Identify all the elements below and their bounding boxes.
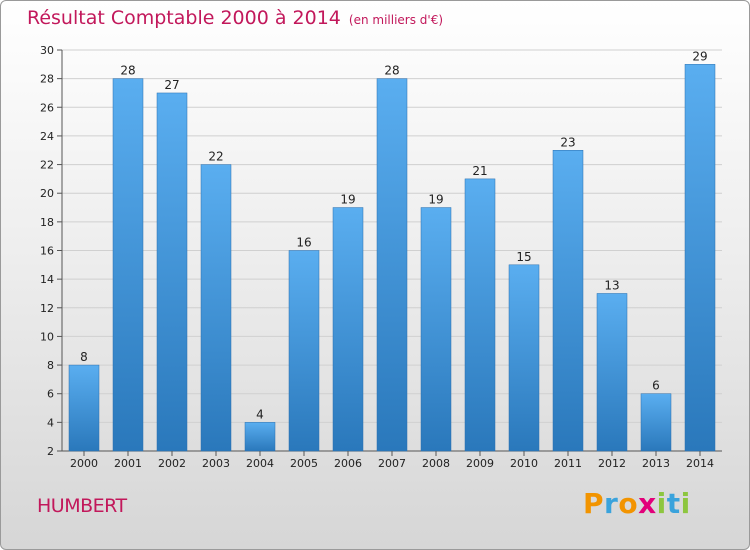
bar bbox=[420, 207, 452, 452]
x-tick-label: 2006 bbox=[334, 457, 362, 470]
bar-value-label: 29 bbox=[692, 49, 707, 63]
logo-letter: o bbox=[618, 487, 639, 520]
bar-value-label: 19 bbox=[428, 193, 443, 207]
bar-value-label: 6 bbox=[652, 379, 660, 393]
bar-value-label: 23 bbox=[560, 135, 575, 149]
chart-title-text: Résultat Comptable 2000 à 2014 bbox=[27, 7, 341, 29]
x-tick-label: 2014 bbox=[686, 457, 714, 470]
bar bbox=[464, 178, 496, 452]
y-tick-label: 2 bbox=[47, 445, 54, 458]
logo-letter: i bbox=[680, 487, 691, 520]
x-tick-label: 2008 bbox=[422, 457, 450, 470]
bar-value-label: 15 bbox=[516, 250, 531, 264]
bar-value-label: 27 bbox=[164, 78, 179, 92]
bar bbox=[596, 293, 628, 452]
chart-title: Résultat Comptable 2000 à 2014 (en millie… bbox=[27, 7, 443, 29]
x-tick-label: 2010 bbox=[510, 457, 538, 470]
bar-value-label: 28 bbox=[384, 64, 399, 78]
y-tick-label: 20 bbox=[40, 187, 54, 200]
bar-value-label: 4 bbox=[256, 407, 264, 421]
y-tick-label: 12 bbox=[40, 302, 54, 315]
y-tick-label: 6 bbox=[47, 388, 54, 401]
commune-name: HUMBERT bbox=[37, 495, 127, 517]
logo-letter: r bbox=[604, 487, 619, 520]
bar-value-label: 8 bbox=[80, 350, 88, 364]
logo-letter: x bbox=[638, 487, 657, 520]
chart-subtitle: (en milliers d'€) bbox=[348, 13, 444, 27]
x-tick-label: 2003 bbox=[202, 457, 230, 470]
x-tick-label: 2000 bbox=[70, 457, 98, 470]
x-tick-label: 2002 bbox=[158, 457, 186, 470]
y-tick-label: 22 bbox=[40, 159, 54, 172]
bar-value-label: 21 bbox=[472, 164, 487, 178]
bar bbox=[332, 207, 364, 452]
x-tick-label: 2004 bbox=[246, 457, 274, 470]
bar bbox=[200, 164, 232, 452]
bar bbox=[112, 78, 144, 452]
bar bbox=[68, 364, 100, 452]
x-tick-label: 2007 bbox=[378, 457, 406, 470]
x-tick-label: 2001 bbox=[114, 457, 142, 470]
y-tick-label: 28 bbox=[40, 73, 54, 86]
logo-letter: P bbox=[583, 487, 605, 520]
bar bbox=[640, 393, 672, 452]
y-tick-label: 8 bbox=[47, 359, 54, 372]
bar-value-label: 28 bbox=[120, 64, 135, 78]
proxiti-logo: Proxiti bbox=[583, 487, 691, 520]
bar bbox=[244, 422, 276, 452]
x-tick-label: 2009 bbox=[466, 457, 494, 470]
y-tick-label: 4 bbox=[47, 416, 54, 429]
x-tick-label: 2012 bbox=[598, 457, 626, 470]
y-tick-label: 26 bbox=[40, 101, 54, 114]
bar bbox=[684, 64, 716, 452]
bar-value-label: 19 bbox=[340, 193, 355, 207]
x-tick-label: 2013 bbox=[642, 457, 670, 470]
bar bbox=[376, 78, 408, 452]
y-tick-label: 14 bbox=[40, 273, 54, 286]
y-tick-label: 10 bbox=[40, 330, 54, 343]
bar-value-label: 16 bbox=[296, 236, 311, 250]
bar bbox=[156, 92, 188, 452]
bar-value-label: 13 bbox=[604, 278, 619, 292]
x-tick-label: 2011 bbox=[554, 457, 582, 470]
y-tick-label: 16 bbox=[40, 245, 54, 258]
bar bbox=[508, 264, 540, 452]
bar-value-label: 22 bbox=[208, 150, 223, 164]
logo-letter: t bbox=[666, 487, 681, 520]
bar bbox=[288, 250, 320, 452]
y-tick-label: 30 bbox=[40, 44, 54, 57]
y-tick-label: 24 bbox=[40, 130, 54, 143]
y-tick-label: 18 bbox=[40, 216, 54, 229]
logo-letter: i bbox=[656, 487, 667, 520]
bar bbox=[552, 150, 584, 452]
x-tick-label: 2005 bbox=[290, 457, 318, 470]
